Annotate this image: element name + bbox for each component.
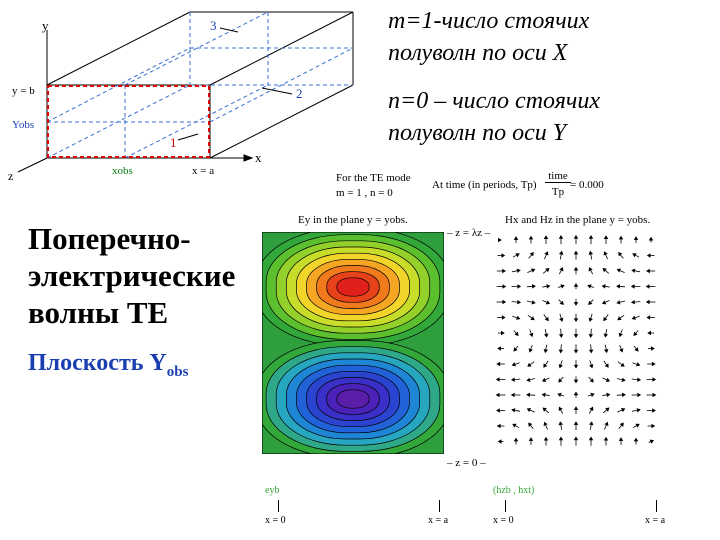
m-description-line2: полуволн по оси X: [388, 40, 568, 66]
ey-legend: eyb: [265, 485, 280, 496]
x0-right-label: x = 0: [493, 515, 514, 526]
time-value: = 0.000: [570, 179, 604, 191]
h-vector-field-plot: [495, 234, 657, 446]
mode-line1: For the TE mode: [336, 172, 411, 184]
tick-xa-right: [656, 500, 657, 512]
mark-1: 1: [170, 135, 177, 150]
time-frac-den: Tp: [551, 186, 565, 198]
mark-3: 3: [210, 18, 217, 33]
hxz-plot-title: Hx and Hz in the plane y = yobs.: [505, 214, 651, 226]
n-description-line2: полуволн по оси Y: [388, 120, 567, 146]
y-eq-b-label: y = b: [12, 85, 35, 97]
tick-x0-left: [278, 500, 279, 512]
h-legend: (hzb , hxt): [493, 485, 535, 496]
xa-left-label: x = a: [428, 515, 449, 526]
n-description-line1: n=0 – число стоячих: [388, 88, 600, 114]
ey-contour-plot: [262, 232, 444, 454]
axis-y-label: y: [42, 18, 49, 33]
x-obs-label: xobs: [112, 165, 133, 177]
plane-label: Плоскость Yobs: [28, 350, 189, 380]
axis-z-label: z: [8, 169, 13, 183]
x-eq-a-label: x = a: [192, 165, 214, 177]
ey-plot-title: Ey in the plane y = yobs.: [298, 214, 408, 226]
title-line2: электрические: [28, 258, 236, 293]
mark-2: 2: [296, 86, 303, 101]
time-frac-num: time: [545, 170, 571, 183]
time-label: At time (in periods, Tp): [432, 179, 537, 191]
z-top-label: – z = λz –: [447, 227, 491, 239]
title-line3: волны TE: [28, 295, 169, 330]
tick-x0-right: [505, 500, 506, 512]
x0-left-label: x = 0: [265, 515, 286, 526]
axis-x-label: x: [255, 150, 262, 165]
title-line1: Поперечно-: [28, 221, 191, 256]
z-bottom-label: – z = 0 –: [447, 457, 486, 469]
tick-xa-left: [439, 500, 440, 512]
observation-plane-rect: [47, 85, 210, 158]
mode-line2: m = 1 , n = 0: [336, 187, 393, 199]
y-obs-label: Yobs: [12, 119, 34, 131]
waveguide-box-diagram: y x z y = b Yobs xobs x = a 1 2 3: [8, 11, 354, 183]
m-description-line1: m=1-число стоячих: [388, 8, 590, 34]
xa-right-label: x = a: [645, 515, 666, 526]
